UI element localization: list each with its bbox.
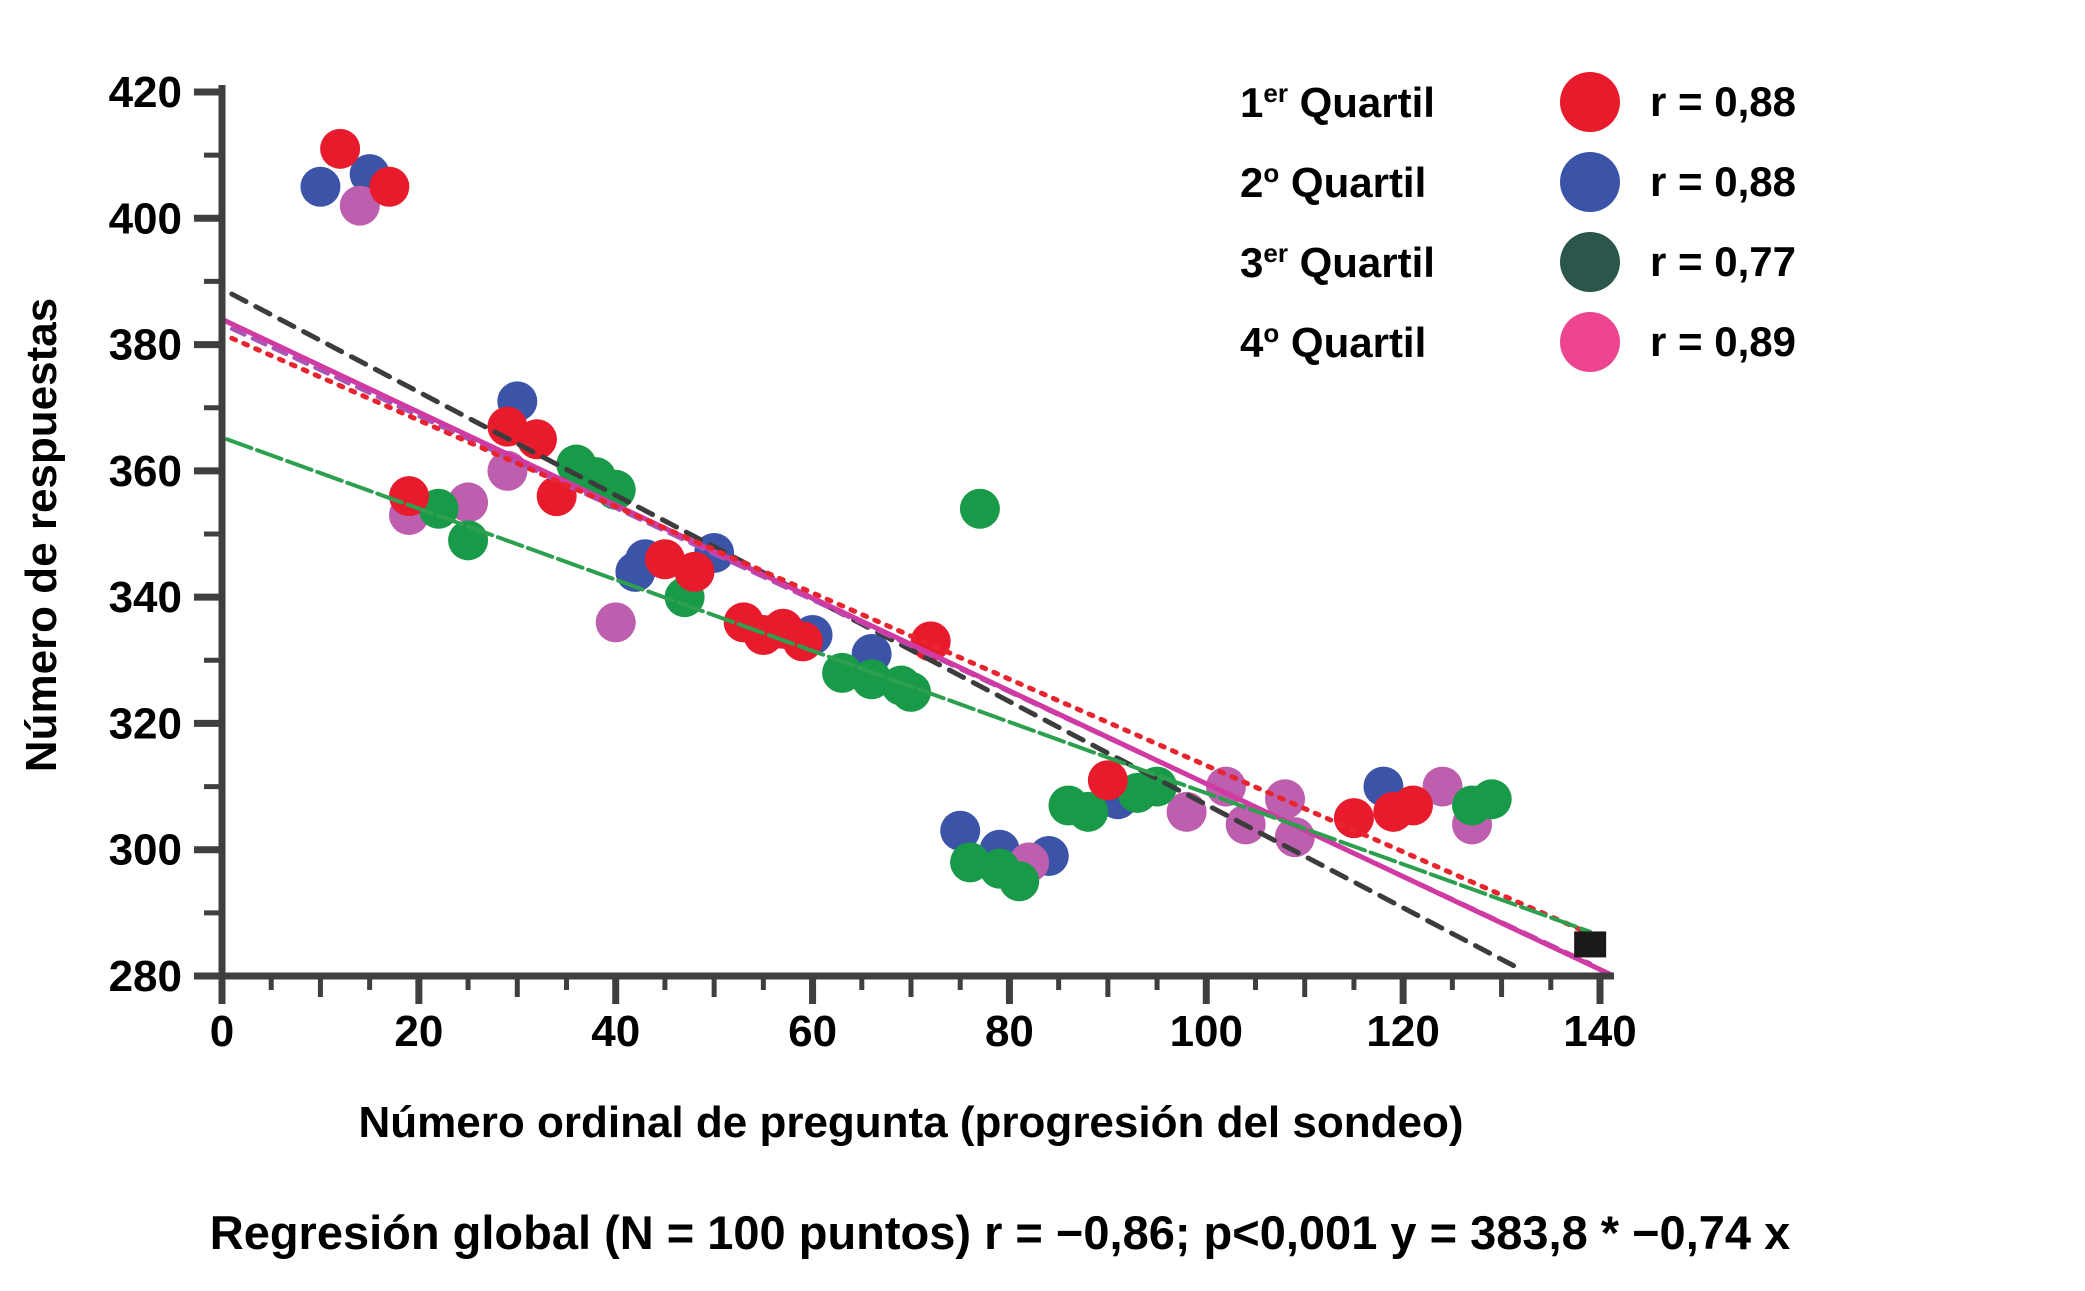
- x-tick-label: 20: [394, 1007, 443, 1056]
- legend-label: 3er Quartil: [1240, 237, 1435, 286]
- data-point: [1392, 785, 1433, 826]
- data-point: [516, 419, 557, 460]
- legend-marker-dot: [1560, 72, 1620, 132]
- y-tick-label: 280: [109, 952, 182, 1001]
- x-tick-label: 40: [591, 1007, 640, 1056]
- x-tick-label: 80: [985, 1007, 1034, 1056]
- data-point: [940, 810, 981, 851]
- legend-label: 1er Quartil: [1240, 77, 1435, 126]
- legend-r-value: r = 0,88: [1650, 158, 1796, 205]
- legend-label: 2o Quartil: [1240, 157, 1427, 206]
- data-point: [1137, 766, 1178, 807]
- y-axis-title: Número de respuestas: [17, 297, 66, 773]
- green-regression: [224, 437, 1593, 934]
- y-tick-label: 320: [109, 699, 182, 748]
- x-tick-label: 100: [1170, 1007, 1243, 1056]
- x-axis-title: Número ordinal de pregunta (progresión d…: [358, 1098, 1464, 1147]
- legend-marker-dot: [1560, 232, 1620, 292]
- data-point: [320, 128, 361, 169]
- data-point: [959, 488, 1000, 529]
- legend: 1er Quartil r = 0,88 2o Quartil r = 0,88…: [1240, 62, 1796, 382]
- red-regression: [229, 335, 1603, 941]
- data-point: [674, 551, 715, 592]
- global-line-endpoint: [1574, 931, 1607, 958]
- legend-item-q3: 3er Quartil r = 0,77: [1240, 222, 1796, 302]
- legend-item-q2: 2o Quartil r = 0,88: [1240, 142, 1796, 222]
- global-regression: [219, 316, 1613, 977]
- legend-label: 4o Quartil: [1240, 317, 1427, 366]
- y-tick-label: 360: [109, 447, 182, 496]
- legend-item-q1: 1er Quartil r = 0,88: [1240, 62, 1796, 142]
- y-tick-label: 400: [109, 194, 182, 243]
- y-tick-label: 420: [109, 68, 182, 117]
- data-point: [1422, 766, 1463, 807]
- data-point: [389, 476, 430, 517]
- legend-item-q4: 4o Quartil r = 0,89: [1240, 302, 1796, 382]
- data-point: [1471, 779, 1512, 820]
- y-tick-label: 380: [109, 321, 182, 370]
- data-point: [1068, 791, 1109, 832]
- y-tick-label: 340: [109, 573, 182, 622]
- data-point: [339, 185, 380, 226]
- global-regression-caption: Regresión global (N = 100 puntos) r = −0…: [209, 1206, 1791, 1259]
- y-tick-label: 300: [109, 826, 182, 875]
- data-point: [999, 861, 1040, 902]
- legend-r-value: r = 0,77: [1650, 238, 1796, 285]
- data-point: [369, 166, 410, 207]
- legend-r-value: r = 0,89: [1650, 318, 1796, 365]
- legend-marker-dot: [1560, 312, 1620, 372]
- legend-marker-dot: [1560, 152, 1620, 212]
- data-point: [300, 166, 341, 207]
- x-tick-label: 120: [1366, 1007, 1439, 1056]
- data-point: [595, 602, 636, 643]
- data-point: [1333, 798, 1374, 839]
- legend-r-value: r = 0,88: [1650, 78, 1796, 125]
- x-tick-label: 140: [1563, 1007, 1636, 1056]
- x-tick-label: 0: [210, 1007, 234, 1056]
- x-tick-label: 60: [788, 1007, 837, 1056]
- data-point: [1087, 760, 1128, 801]
